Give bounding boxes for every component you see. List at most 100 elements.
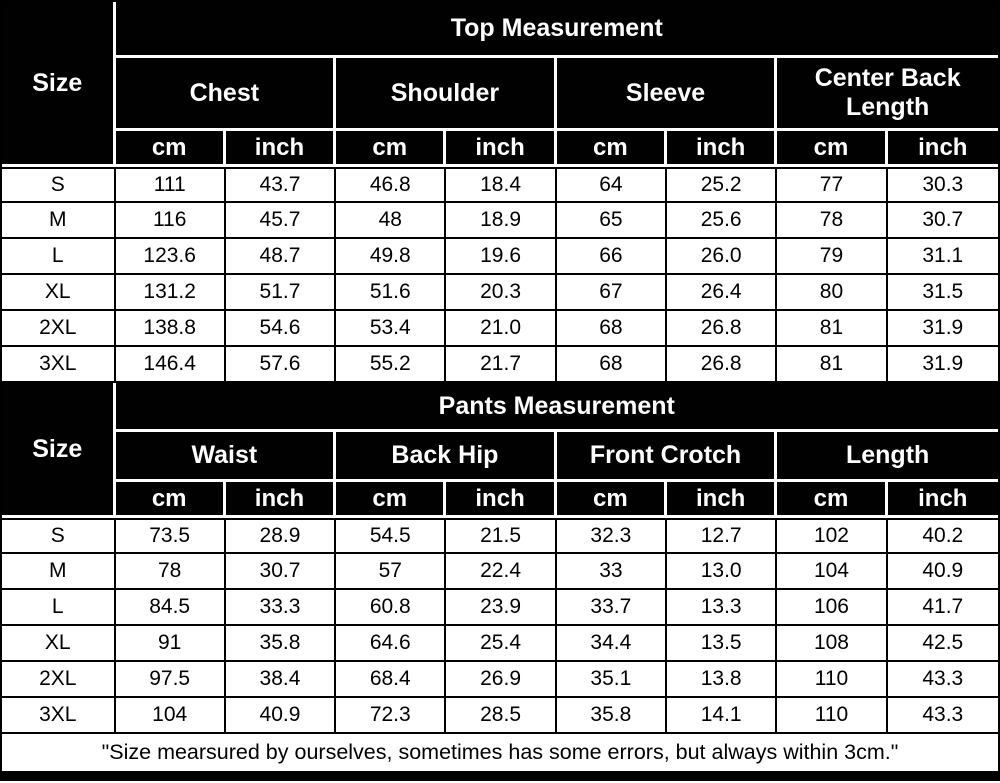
column-group-back-hip: Back Hip xyxy=(336,432,557,482)
measurement-cell: 68.4 xyxy=(336,662,447,698)
bottom-bar xyxy=(2,773,998,779)
measurement-cell: 33.7 xyxy=(556,590,668,626)
measurement-cell: 80 xyxy=(777,275,888,311)
unit-header: cm xyxy=(556,482,668,518)
measurement-cell: 51.6 xyxy=(336,275,447,311)
unit-header: inch xyxy=(446,482,557,518)
measurement-cell: 40.9 xyxy=(225,698,337,734)
measurement-cell: 20.3 xyxy=(446,275,557,311)
measurement-cell: 55.2 xyxy=(336,347,447,383)
top-measurement-title: Top Measurement xyxy=(115,2,998,58)
measurement-cell: 30.7 xyxy=(887,203,998,239)
size-cell: M xyxy=(2,203,116,239)
measurement-cell: 13.3 xyxy=(667,590,778,626)
measurement-cell: 64 xyxy=(556,167,668,203)
measurement-cell: 21.5 xyxy=(446,518,557,554)
measurement-cell: 14.1 xyxy=(667,698,778,734)
measurement-cell: 64.6 xyxy=(336,626,447,662)
measurement-cell: 108 xyxy=(777,626,888,662)
measurement-cell: 54.6 xyxy=(225,311,337,347)
table-row: S 111 43.7 46.8 18.4 64 25.2 77 30.3 xyxy=(2,167,998,203)
table-row: XL 131.2 51.7 51.6 20.3 67 26.4 80 31.5 xyxy=(2,275,998,311)
measurement-cell: 26.8 xyxy=(667,347,778,383)
size-cell: L xyxy=(2,239,116,275)
unit-header: cm xyxy=(777,131,888,167)
measurement-cell: 51.7 xyxy=(225,275,337,311)
measurement-cell: 33.3 xyxy=(225,590,337,626)
column-group-chest: Chest xyxy=(115,58,337,131)
measurement-cell: 26.0 xyxy=(667,239,778,275)
pants-units-header-row: cm inch cm inch cm inch cm inch xyxy=(2,482,998,518)
measurement-cell: 26.8 xyxy=(667,311,778,347)
measurement-cell: 68 xyxy=(556,347,668,383)
size-cell: 2XL xyxy=(2,311,116,347)
measurement-cell: 65 xyxy=(556,203,668,239)
measurement-cell: 35.8 xyxy=(225,626,337,662)
measurement-cell: 19.6 xyxy=(446,239,557,275)
column-group-waist: Waist xyxy=(115,432,337,482)
measurement-cell: 31.5 xyxy=(887,275,998,311)
unit-header: cm xyxy=(556,131,668,167)
measurement-cell: 22.4 xyxy=(446,554,557,590)
measurement-cell: 35.1 xyxy=(556,662,668,698)
measurement-cell: 38.4 xyxy=(225,662,337,698)
measurement-cell: 26.9 xyxy=(446,662,557,698)
size-cell: 2XL xyxy=(2,662,116,698)
measurement-cell: 81 xyxy=(777,311,888,347)
measurement-cell: 13.8 xyxy=(667,662,778,698)
table-row: 2XL 138.8 54.6 53.4 21.0 68 26.8 81 31.9 xyxy=(2,311,998,347)
measurement-cell: 42.5 xyxy=(887,626,998,662)
table-row: 2XL 97.5 38.4 68.4 26.9 35.1 13.8 110 43… xyxy=(2,662,998,698)
measurement-cell: 81 xyxy=(777,347,888,383)
measurement-cell: 67 xyxy=(556,275,668,311)
measurement-cell: 72.3 xyxy=(336,698,447,734)
measurement-cell: 45.7 xyxy=(225,203,337,239)
measurement-cell: 21.7 xyxy=(446,347,557,383)
column-group-shoulder: Shoulder xyxy=(336,58,557,131)
size-cell: S xyxy=(2,167,116,203)
measurement-cell: 40.9 xyxy=(887,554,998,590)
table-row: M 116 45.7 48 18.9 65 25.6 78 30.7 xyxy=(2,203,998,239)
table-row: 3XL 104 40.9 72.3 28.5 35.8 14.1 110 43.… xyxy=(2,698,998,734)
measurement-cell: 41.7 xyxy=(887,590,998,626)
measurement-cell: 31.9 xyxy=(887,311,998,347)
measurement-cell: 53.4 xyxy=(336,311,447,347)
measurement-cell: 35.8 xyxy=(556,698,668,734)
measurement-cell: 25.2 xyxy=(667,167,778,203)
measurement-cell: 116 xyxy=(115,203,226,239)
measurement-cell: 57.6 xyxy=(225,347,337,383)
measurement-cell: 68 xyxy=(556,311,668,347)
measurement-cell: 97.5 xyxy=(115,662,226,698)
table-row: L 84.5 33.3 60.8 23.9 33.7 13.3 106 41.7 xyxy=(2,590,998,626)
measurement-cell: 60.8 xyxy=(336,590,447,626)
measurement-cell: 84.5 xyxy=(115,590,226,626)
measurement-cell: 106 xyxy=(777,590,888,626)
table-row: S 73.5 28.9 54.5 21.5 32.3 12.7 102 40.2 xyxy=(2,518,998,554)
measurement-cell: 25.4 xyxy=(446,626,557,662)
measurement-cell: 110 xyxy=(777,698,888,734)
footer-row: "Size mearsured by ourselves, sometimes … xyxy=(2,734,998,773)
size-cell: M xyxy=(2,554,116,590)
column-group-center-back-length: Center Back Length xyxy=(777,58,998,131)
measurement-cell: 48.7 xyxy=(225,239,337,275)
column-group-length: Length xyxy=(777,432,998,482)
size-cell: L xyxy=(2,590,116,626)
measurement-cell: 43.7 xyxy=(225,167,337,203)
top-group-header-row: Chest Shoulder Sleeve Center Back Length xyxy=(2,58,998,131)
top-size-header: Size xyxy=(2,2,116,167)
measurement-cell: 138.8 xyxy=(115,311,226,347)
measurement-cell: 13.0 xyxy=(667,554,778,590)
measurement-cell: 40.2 xyxy=(887,518,998,554)
pants-size-header: Size xyxy=(2,383,116,518)
column-group-front-crotch: Front Crotch xyxy=(556,432,778,482)
measurement-cell: 23.9 xyxy=(446,590,557,626)
measurement-cell: 110 xyxy=(777,662,888,698)
measurement-cell: 31.9 xyxy=(887,347,998,383)
measurement-cell: 78 xyxy=(777,203,888,239)
bottom-bar-row xyxy=(2,773,998,779)
unit-header: cm xyxy=(777,482,888,518)
measurement-cell: 18.4 xyxy=(446,167,557,203)
unit-header: cm xyxy=(115,131,226,167)
unit-header: inch xyxy=(667,131,778,167)
